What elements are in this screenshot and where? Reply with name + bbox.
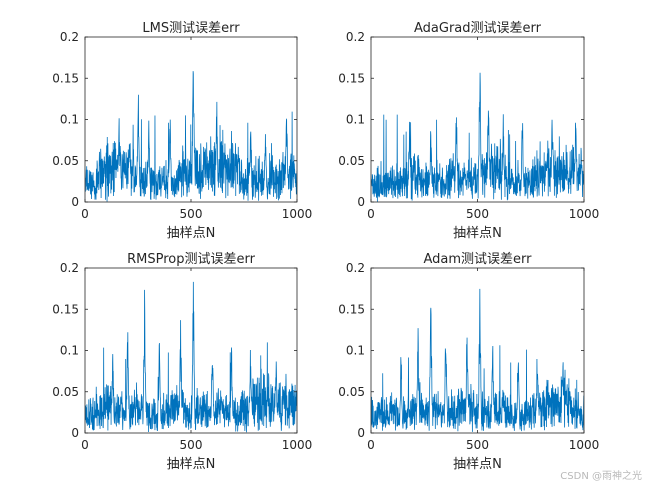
watermark: CSDN @雨神之光 [560, 471, 642, 482]
subplot-1: 0 500 1000 0 0.05 0.1 0.15 0.2 LMS测试误差err [52, 21, 312, 221]
y-tick-label: 0.15 [338, 302, 365, 316]
y-tick-label: 0 [71, 195, 79, 209]
y-tick-label: 0 [357, 426, 365, 440]
y-tick-label: 0 [71, 426, 79, 440]
y-tick-label: 0.1 [60, 344, 79, 358]
x-axis-label: 抽样点N [167, 226, 216, 241]
x-tick-label: 500 [466, 438, 489, 452]
subplot-3: 0 500 1000 0 0.05 0.1 0.15 0.2 RMSProp测试误差err 抽样点… [52, 252, 312, 472]
x-tick-label: 1000 [569, 438, 600, 452]
x-tick-label: 1000 [282, 438, 313, 452]
y-tick-label: 0.15 [338, 71, 365, 85]
x-tick-label: 500 [466, 207, 489, 221]
y-tick-label: 0.1 [60, 113, 79, 127]
subplots: 0 500 1000 0 0.05 0.1 0.15 0.2 LMS测试误差err 0 500 100… [52, 21, 599, 472]
x-tick-label: 1000 [282, 207, 313, 221]
y-tick-label: 0.05 [338, 154, 365, 168]
y-tick-label: 0.05 [52, 154, 79, 168]
y-tick-label: 0.1 [346, 113, 365, 127]
y-tick-label: 0.2 [346, 261, 365, 275]
subplot-title: AdaGrad测试误差err [414, 21, 542, 36]
subplot-title: LMS测试误差err [142, 21, 240, 36]
y-tick-label: 0.2 [60, 261, 79, 275]
y-tick-label: 0.05 [52, 385, 79, 399]
x-axis-label: 抽样点N [167, 457, 216, 472]
x-tick-label: 0 [367, 438, 375, 452]
x-tick-label: 0 [81, 438, 89, 452]
series-line [371, 288, 584, 432]
x-tick-label: 1000 [569, 207, 600, 221]
y-tick-label: 0.1 [346, 344, 365, 358]
y-tick-label: 0.05 [338, 385, 365, 399]
x-tick-label: 0 [367, 207, 375, 221]
x-axis-label: 抽样点N [453, 226, 502, 241]
series-line [85, 281, 297, 433]
subplot-title: Adam测试误差err [423, 252, 532, 267]
y-tick-label: 0.15 [52, 302, 79, 316]
y-tick-label: 0.2 [346, 30, 365, 44]
x-tick-label: 500 [180, 207, 203, 221]
subplot-title: RMSProp测试误差err [127, 252, 255, 267]
x-tick-label: 0 [81, 207, 89, 221]
series-line [371, 72, 584, 202]
y-tick-label: 0.15 [52, 71, 79, 85]
y-tick-label: 0 [357, 195, 365, 209]
x-tick-label: 500 [180, 438, 203, 452]
x-axis-label: 抽样点N [453, 457, 502, 472]
subplot-4: 0 500 1000 0 0.05 0.1 0.15 0.2 Adam测试误差err 抽样点N [338, 252, 599, 472]
subplot-2: 0 500 1000 0 0.05 0.1 0.15 0.2 AdaGrad测试误差err [338, 21, 599, 221]
series-line [85, 71, 297, 202]
y-tick-label: 0.2 [60, 30, 79, 44]
